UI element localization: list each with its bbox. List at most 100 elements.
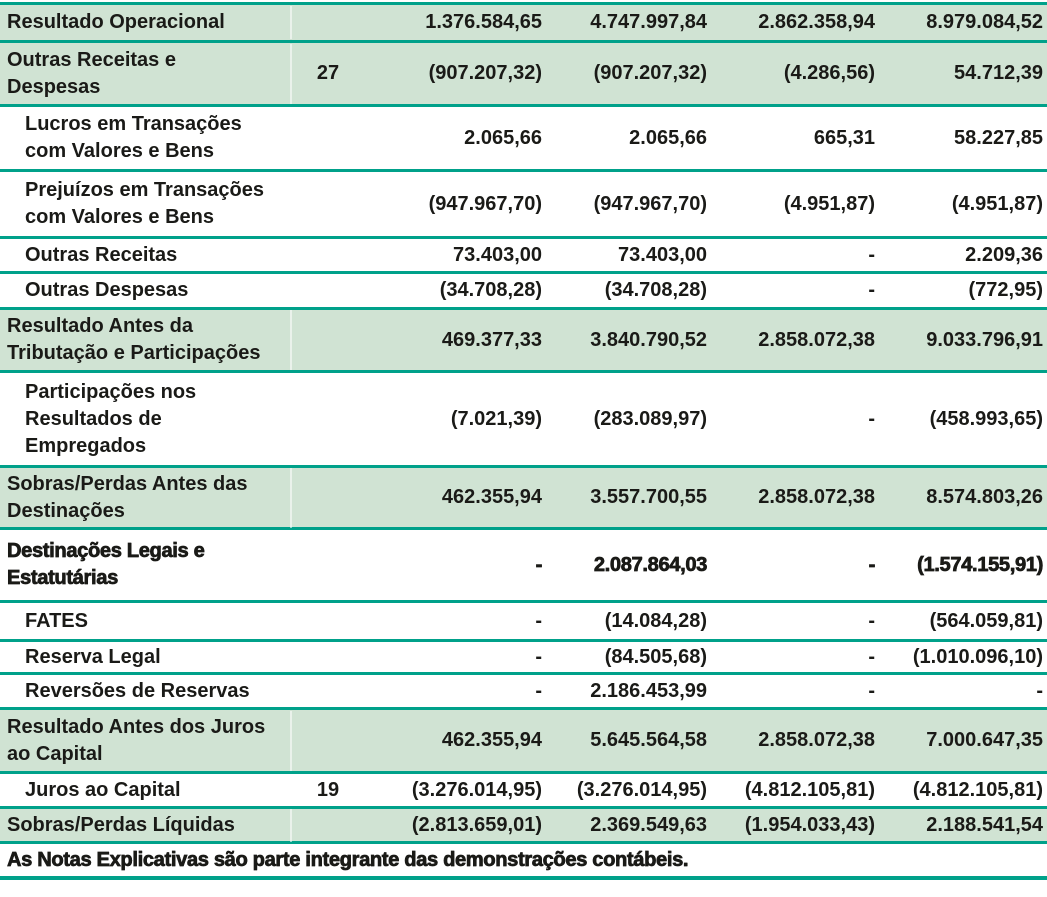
value-cell: (947.967,70) (593, 192, 707, 215)
note-cell: 19 (316, 778, 340, 801)
table-row-sobras-antes-destinacoes: Sobras/Perdas Antes das Destinações 462.… (0, 467, 1047, 530)
value-cell: 3.557.700,55 (590, 486, 707, 508)
value-cell: 2.065,66 (464, 126, 542, 149)
value-cell: 665,31 (813, 126, 875, 149)
value-cell: 462.355,94 (441, 486, 542, 508)
value-cell: (84.505,68) (604, 645, 707, 668)
value-cell: (458.993,65) (929, 407, 1043, 430)
value-cell: 9.033.796,91 (926, 328, 1043, 351)
row-label: Resultado Antes dos Juros ao Capital (0, 710, 292, 771)
value-cell: - (868, 679, 875, 702)
table-row-outras-receitas-despesas: Outras Receitas e Despesas 27 (907.207,3… (0, 43, 1047, 107)
value-cell: (2.813.659,01) (411, 813, 542, 836)
value-cell: (34.708,28) (604, 279, 707, 301)
value-cell: 54.712,39 (954, 62, 1043, 84)
value-cell: 8.574.803,26 (926, 486, 1043, 508)
row-label: Outras Receitas e Despesas (0, 43, 292, 104)
table-row-sobras-perdas-liquidas: Sobras/Perdas Líquidas (2.813.659,01) 2.… (0, 808, 1047, 844)
value-cell: 2.858.072,38 (758, 328, 875, 351)
table-row-lucros-transacoes: Lucros em Transações com Valores e Bens … (0, 107, 1047, 172)
value-cell: (4.951,87) (783, 192, 875, 215)
value-cell: 2.186.453,99 (590, 679, 707, 702)
value-cell: - (1036, 679, 1043, 702)
value-cell: 469.377,33 (441, 328, 542, 351)
row-label: Sobras/Perdas Antes das Destinações (0, 467, 292, 528)
value-cell: 7.000.647,35 (926, 729, 1043, 751)
value-cell: (3.276.014,95) (411, 778, 542, 801)
row-label: Lucros em Transações com Valores e Bens (25, 113, 242, 162)
value-cell: - (868, 645, 875, 668)
value-cell: 73.403,00 (453, 243, 542, 266)
value-cell: - (535, 609, 542, 632)
value-cell: - (868, 279, 875, 301)
row-label: Reserva Legal (25, 645, 161, 668)
value-cell: 2.209,36 (965, 243, 1043, 266)
note-cell: 27 (316, 62, 340, 84)
value-cell: 2.858.072,38 (758, 729, 875, 751)
row-label: Resultado Antes da Tributação e Particip… (0, 310, 292, 370)
table-row-reversoes-reservas: Reversões de Reservas - 2.186.453,99 - - (0, 675, 1047, 710)
value-cell: 1.376.584,65 (425, 11, 542, 33)
row-label: Outras Receitas (25, 243, 178, 266)
table-row-resultado-operacional: Resultado Operacional 1.376.584,65 4.747… (0, 5, 1047, 43)
value-cell: (283.089,97) (593, 407, 707, 430)
value-cell: - (868, 407, 875, 430)
value-cell: - (535, 553, 542, 576)
value-cell: (4.286,56) (783, 62, 875, 84)
value-cell: (1.954.033,43) (744, 813, 875, 836)
value-cell: 2.862.358,94 (758, 11, 875, 33)
value-cell: 462.355,94 (441, 729, 542, 751)
value-cell: - (868, 609, 875, 632)
value-cell: (564.059,81) (929, 609, 1043, 632)
footnote-text: As Notas Explicativas são parte integran… (7, 848, 689, 871)
table-row-outras-receitas: Outras Receitas 73.403,00 73.403,00 - 2.… (0, 239, 1047, 274)
table-row-outras-despesas: Outras Despesas (34.708,28) (34.708,28) … (0, 274, 1047, 310)
financial-table: Resultado Operacional 1.376.584,65 4.747… (0, 2, 1047, 880)
table-row-resultado-antes-tributacao: Resultado Antes da Tributação e Particip… (0, 310, 1047, 373)
value-cell: 5.645.564,58 (590, 729, 707, 751)
row-label: Outras Despesas (25, 279, 189, 301)
value-cell: - (868, 243, 875, 266)
table-footnote-row: As Notas Explicativas são parte integran… (0, 844, 1047, 880)
value-cell: 3.840.790,52 (590, 328, 707, 351)
value-cell: - (535, 645, 542, 668)
value-cell: (1.574.155,91) (917, 553, 1044, 576)
value-cell: 8.979.084,52 (926, 11, 1043, 33)
value-cell: - (535, 679, 542, 702)
table-row-reserva-legal: Reserva Legal - (84.505,68) - (1.010.096… (0, 642, 1047, 675)
value-cell: 2.858.072,38 (758, 486, 875, 508)
value-cell: (772,95) (968, 279, 1044, 301)
row-label: Participações nos Resultados de Empregad… (25, 380, 197, 457)
value-cell: (4.812.105,81) (912, 778, 1043, 801)
table-row-destinacoes-legais: Destinações Legais e Estatutárias - 2.08… (0, 530, 1047, 603)
value-cell: 2.188.541,54 (926, 813, 1043, 836)
table-row-resultado-antes-juros: Resultado Antes dos Juros ao Capital 462… (0, 710, 1047, 774)
value-cell: (1.010.096,10) (912, 645, 1043, 668)
value-cell: (4.951,87) (951, 192, 1043, 215)
value-cell: (34.708,28) (439, 279, 542, 301)
row-label: FATES (25, 609, 88, 632)
table-row-fates: FATES - (14.084,28) - (564.059,81) (0, 603, 1047, 642)
row-label: Juros ao Capital (25, 778, 181, 801)
table-row-juros-ao-capital: Juros ao Capital 19 (3.276.014,95) (3.27… (0, 774, 1047, 809)
row-label: Sobras/Perdas Líquidas (0, 808, 292, 842)
value-cell: (907.207,32) (593, 62, 707, 84)
value-cell: 2.369.549,63 (590, 813, 707, 836)
value-cell: (3.276.014,95) (576, 778, 707, 801)
row-label: Resultado Operacional (0, 6, 292, 39)
value-cell: (947.967,70) (428, 192, 542, 215)
value-cell: (7.021,39) (450, 407, 542, 430)
value-cell: 2.065,66 (629, 126, 707, 149)
table-row-participacoes-empregados: Participações nos Resultados de Empregad… (0, 373, 1047, 468)
value-cell: 4.747.997,84 (590, 11, 707, 33)
row-label: Destinações Legais e Estatutárias (7, 540, 205, 590)
value-cell: 73.403,00 (618, 243, 707, 266)
table-row-prejuizos-transacoes: Prejuízos em Transações com Valores e Be… (0, 172, 1047, 239)
value-cell: - (868, 553, 875, 576)
value-cell: (4.812.105,81) (744, 778, 875, 801)
row-label: Reversões de Reservas (25, 679, 250, 702)
value-cell: (14.084,28) (604, 609, 707, 632)
value-cell: 2.087.864,03 (593, 553, 707, 576)
value-cell: 58.227,85 (954, 126, 1043, 149)
